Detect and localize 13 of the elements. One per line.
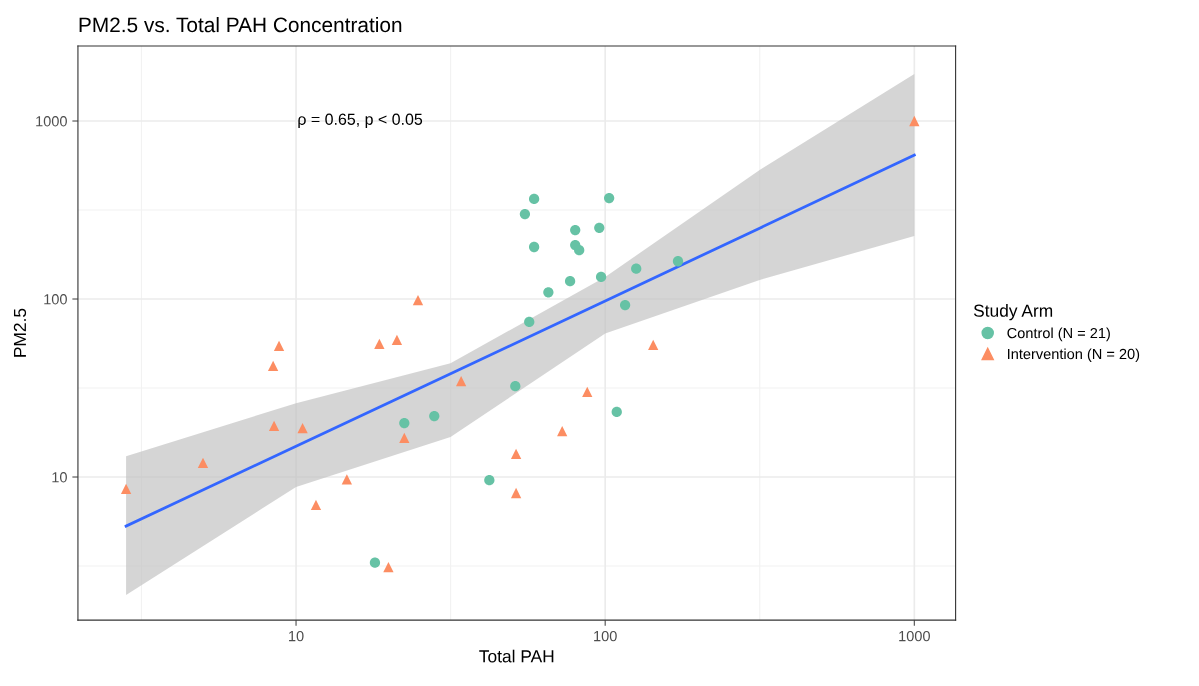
x-tick-label: 10 <box>289 630 304 642</box>
legend-title: Study Arm <box>973 304 1053 321</box>
x-axis-title: Total PAH <box>479 649 554 663</box>
annotation: ρ = 0.65, p < 0.05 <box>298 113 423 129</box>
legend-label: Control (N = 21) <box>1007 327 1110 342</box>
y-tick-label: 10 <box>52 472 67 483</box>
x-tick-label: 1000 <box>899 630 930 642</box>
x-tick-label: 100 <box>594 630 617 642</box>
y-axis-title: PM2.5 <box>13 308 27 357</box>
y-tick-label: 1000 <box>36 116 67 127</box>
y-tick-label: 100 <box>44 294 67 305</box>
legend-label: Intervention (N = 20) <box>1008 348 1140 363</box>
chart-title: PM2.5 vs. Total PAH Concentration <box>79 16 402 33</box>
